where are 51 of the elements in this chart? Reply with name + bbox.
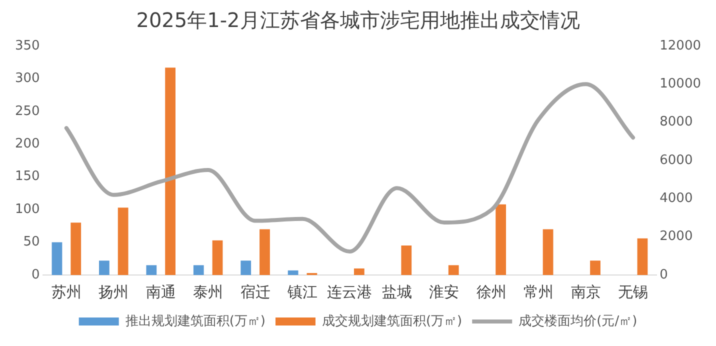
bar xyxy=(52,242,62,275)
bar xyxy=(637,238,648,275)
y-tick-label: 100 xyxy=(14,202,40,217)
bar xyxy=(401,246,412,275)
y-tick-label: 0 xyxy=(32,267,40,282)
bar xyxy=(354,268,364,275)
y2-tick-label: 6000 xyxy=(660,152,693,168)
y-tick-label: 50 xyxy=(23,234,40,250)
bar xyxy=(240,260,252,275)
line-series xyxy=(64,82,636,254)
x-tick-label: 盐城 xyxy=(382,282,412,301)
y2-tick-label: 4000 xyxy=(660,191,693,206)
x-tick-label: 扬州 xyxy=(98,282,129,301)
y2-tick-label: 0 xyxy=(660,267,668,282)
x-tick-label: 无锡 xyxy=(618,282,648,301)
y-tick-label: 300 xyxy=(14,71,40,86)
y2-tick-label: 2000 xyxy=(660,229,693,244)
y2-tick-label: 10000 xyxy=(660,76,702,92)
y-tick-label: 250 xyxy=(14,104,40,119)
chart-title: 2025年1-2月江苏省各城市涉宅用地推出成交情况 xyxy=(136,8,580,32)
bar xyxy=(146,265,157,275)
bar xyxy=(165,68,176,275)
legend-label: 推出规划建筑面积(万㎡) xyxy=(125,314,266,329)
y-tick-label: 200 xyxy=(14,136,40,152)
bar xyxy=(70,222,82,275)
bar xyxy=(193,265,204,275)
y-tick-label: 350 xyxy=(14,38,40,54)
y2-tick-label: 8000 xyxy=(660,114,693,130)
x-tick-label: 南京 xyxy=(570,282,601,301)
x-tick-label: 徐州 xyxy=(476,282,506,301)
bar xyxy=(99,260,110,275)
bar xyxy=(260,229,270,275)
bar xyxy=(118,208,128,275)
x-tick-label: 镇江 xyxy=(286,282,318,301)
legend-label: 成交楼面均价(元/㎡) xyxy=(518,312,638,329)
x-tick-label: 宿迁 xyxy=(240,282,270,301)
bar xyxy=(496,204,506,275)
x-tick-label: 苏州 xyxy=(51,282,82,301)
bar xyxy=(590,260,600,275)
bar xyxy=(288,270,298,275)
x-tick-label: 常州 xyxy=(524,282,554,301)
bar xyxy=(448,265,459,275)
bar xyxy=(212,240,223,275)
x-tick-label: 泰州 xyxy=(193,282,224,301)
legend-label: 成交规划建筑面积(万㎡) xyxy=(322,312,462,329)
x-tick-label: 连云港 xyxy=(327,282,372,301)
bar xyxy=(542,229,554,275)
x-tick-label: 淮安 xyxy=(429,282,460,301)
y-tick-label: 150 xyxy=(14,169,40,184)
y2-tick-label: 12000 xyxy=(660,38,702,54)
x-tick-label: 南通 xyxy=(146,282,176,301)
